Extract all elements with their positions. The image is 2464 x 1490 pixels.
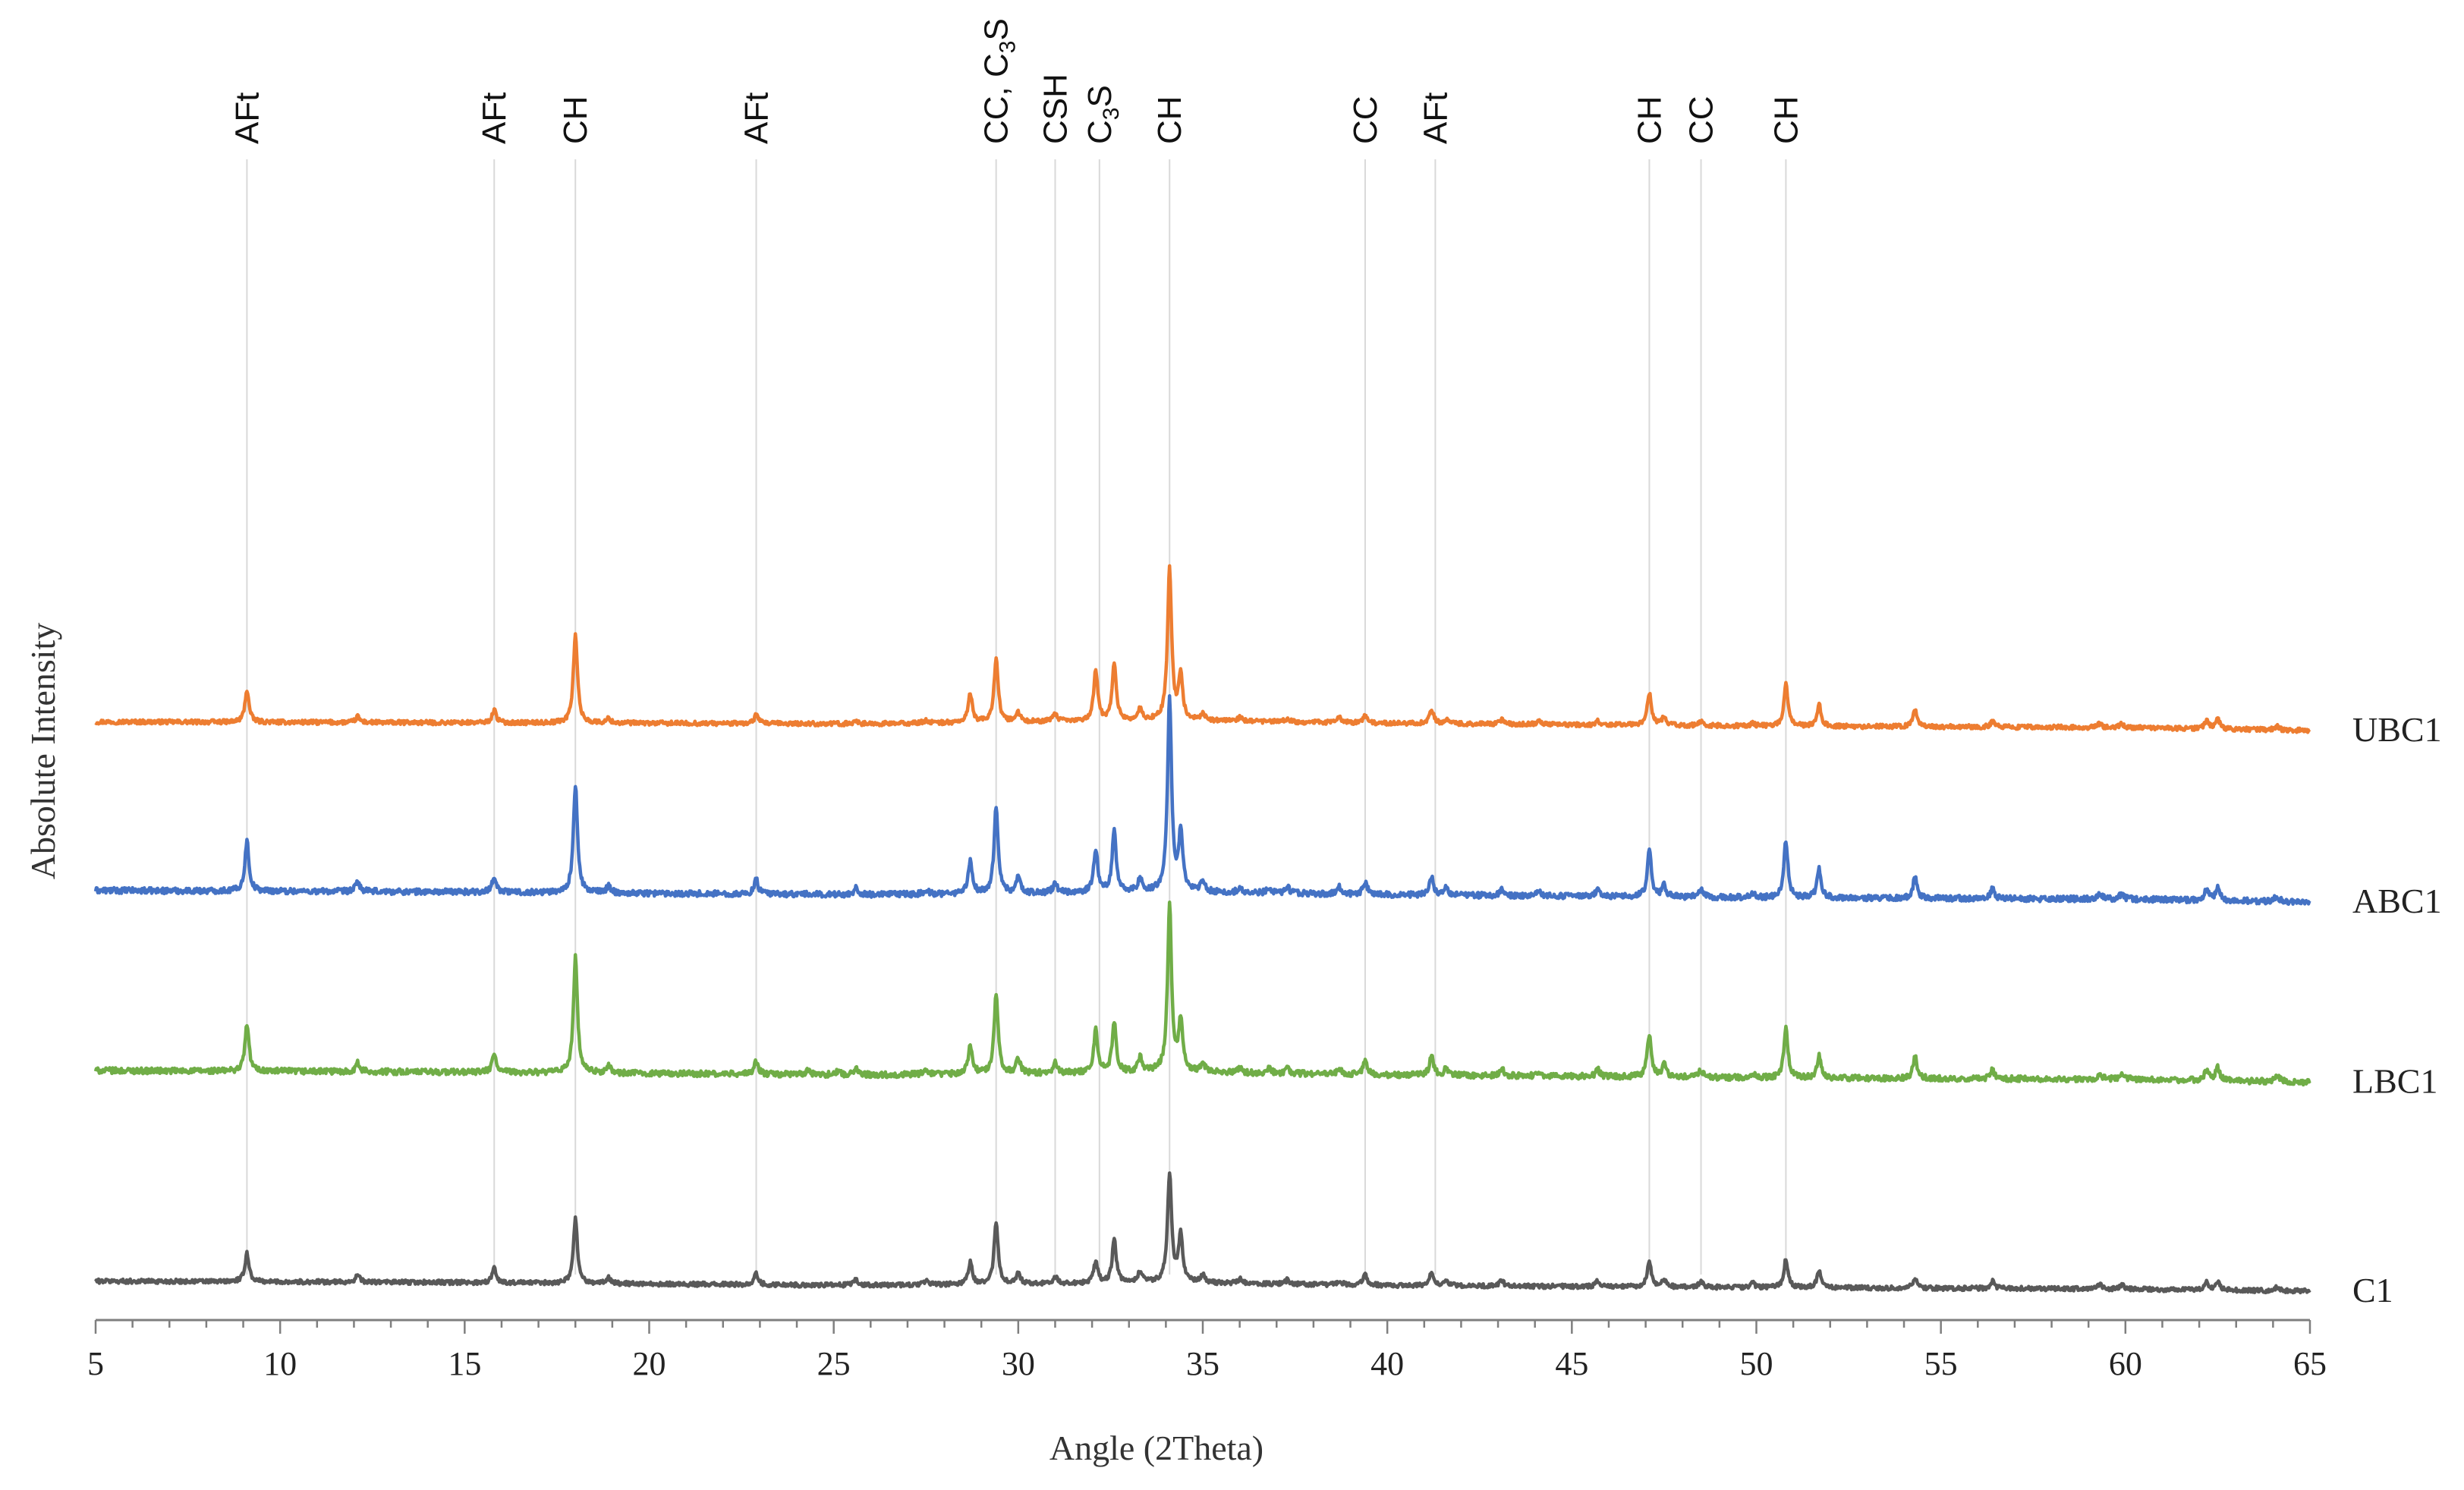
x-tick-label-5: 5 xyxy=(87,1345,104,1382)
x-tick-label-40: 40 xyxy=(1370,1345,1404,1382)
x-tick-label-35: 35 xyxy=(1186,1345,1219,1382)
phase-label-11: CC xyxy=(1683,96,1720,144)
series-label-lbc1: LBC1 xyxy=(2352,1061,2437,1100)
phase-label-2: CH xyxy=(557,96,594,144)
series-labels: UBC1 ABC1 LBC1 C1 xyxy=(2352,710,2442,1309)
phase-label-0: AFt xyxy=(228,93,266,144)
phase-label-1: AFt xyxy=(476,93,513,144)
x-tick-label-30: 30 xyxy=(1002,1345,1035,1382)
phase-label-6: C3S xyxy=(1081,85,1124,144)
x-tick-label-20: 20 xyxy=(633,1345,666,1382)
phase-label-12: CH xyxy=(1767,96,1805,144)
phase-label-5: CSH xyxy=(1037,74,1074,144)
phase-labels: AFt AFt CH AFt CC, C3S CSH C3S CH CC AFt CH CC CH xyxy=(228,18,1805,144)
x-tick-label-65: 65 xyxy=(2293,1345,2327,1382)
series-label-ubc1: UBC1 xyxy=(2352,710,2442,749)
x-tick-label-10: 10 xyxy=(263,1345,297,1382)
phase-label-7: CH xyxy=(1151,96,1188,144)
phase-label-3: AFt xyxy=(738,93,776,144)
series-line-lbc1 xyxy=(93,901,2311,1087)
x-tick-label-55: 55 xyxy=(1924,1345,1958,1382)
phase-label-9: AFt xyxy=(1417,93,1454,144)
series-line-c1 xyxy=(94,1171,2311,1295)
series-line-ubc1 xyxy=(94,564,2311,734)
series-group xyxy=(93,564,2311,1295)
phase-label-4: CC, C3S xyxy=(978,18,1021,144)
x-axis-title: Angle (2Theta) xyxy=(1049,1429,1263,1467)
series-line-abc1 xyxy=(93,694,2311,906)
x-tick-label-45: 45 xyxy=(1555,1345,1588,1382)
x-tick-label-50: 50 xyxy=(1740,1345,1773,1382)
x-axis: 5 10 15 20 25 30 35 40 45 50 55 60 65 xyxy=(87,1319,2327,1382)
phase-label-10: CH xyxy=(1631,96,1668,144)
x-tick-label-15: 15 xyxy=(448,1345,481,1382)
series-label-c1: C1 xyxy=(2352,1271,2393,1309)
x-tick-label-25: 25 xyxy=(817,1345,851,1382)
phase-label-8: CC xyxy=(1347,96,1384,144)
series-label-abc1: ABC1 xyxy=(2352,882,2442,920)
y-axis-title: Absolute Intensity xyxy=(24,623,62,880)
x-tick-label-60: 60 xyxy=(2109,1345,2142,1382)
